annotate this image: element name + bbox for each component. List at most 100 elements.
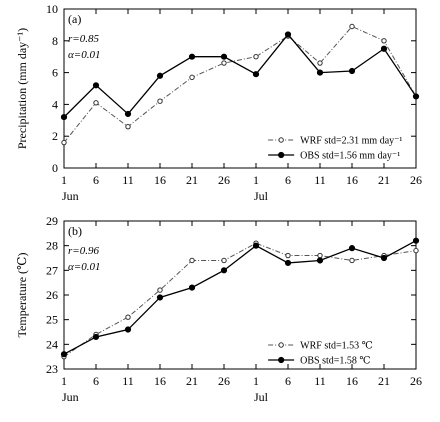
data-point-obs bbox=[380, 254, 388, 262]
x-tick-label: 16 bbox=[154, 374, 166, 388]
data-point-obs bbox=[316, 69, 324, 76]
data-point-obs bbox=[348, 67, 356, 75]
legend-entry-wrf: WRF std=2.31 mm day⁻¹ bbox=[300, 136, 402, 147]
y-axis-label: Temperature (℃) bbox=[15, 253, 29, 338]
data-point-obs bbox=[60, 114, 68, 121]
data-point-wrf bbox=[413, 247, 419, 254]
legend-entry-wrf: WRF std=1.53 ℃ bbox=[300, 341, 373, 352]
series-line-wrf bbox=[63, 242, 417, 358]
legend-entry-obs: OBS std=1.58 ℃ bbox=[300, 356, 370, 367]
x-tick-label: 1 bbox=[253, 374, 259, 388]
x-tick-label: 16 bbox=[154, 173, 166, 187]
y-axis-label: Precipitation (mm day⁻¹) bbox=[15, 28, 29, 149]
x-tick-label: 1 bbox=[61, 374, 67, 388]
x-tick-label: 6 bbox=[93, 173, 99, 187]
data-point-wrf bbox=[317, 60, 323, 66]
data-point-wrf bbox=[189, 74, 195, 81]
y-tick-label: 4 bbox=[52, 97, 58, 111]
data-point-obs bbox=[252, 242, 260, 249]
y-tick-label: 8 bbox=[52, 34, 58, 48]
data-point-wrf bbox=[61, 139, 67, 146]
data-point-obs bbox=[156, 72, 164, 79]
data-point-obs bbox=[220, 53, 228, 60]
x-tick-label: 21 bbox=[186, 374, 198, 388]
panel-label: (b) bbox=[68, 224, 82, 238]
x-tick-label: 6 bbox=[285, 173, 291, 187]
data-point-obs bbox=[316, 257, 324, 264]
x-tick-label: 26 bbox=[410, 374, 422, 388]
data-point-wrf bbox=[317, 252, 323, 259]
y-tick-label: 6 bbox=[52, 66, 58, 80]
legend-marker-obs bbox=[278, 151, 285, 159]
significance-label: α=0.01 bbox=[68, 49, 100, 61]
significance-label: α=0.01 bbox=[68, 261, 100, 273]
month-label: Jul bbox=[254, 390, 269, 404]
data-point-wrf bbox=[253, 54, 259, 60]
correlation-label: r=0.96 bbox=[68, 245, 99, 257]
x-tick-label: 21 bbox=[378, 374, 390, 388]
data-point-wrf bbox=[125, 314, 131, 320]
data-point-obs bbox=[412, 237, 420, 244]
y-tick-label: 29 bbox=[46, 214, 58, 228]
data-point-obs bbox=[284, 259, 292, 267]
data-point-wrf bbox=[285, 252, 291, 259]
x-tick-label: 26 bbox=[218, 173, 230, 187]
data-point-wrf bbox=[189, 257, 195, 264]
data-point-wrf bbox=[381, 38, 387, 44]
data-point-obs bbox=[92, 333, 100, 341]
month-label: Jun bbox=[62, 390, 79, 404]
x-tick-label: 11 bbox=[314, 374, 326, 388]
y-tick-label: 0 bbox=[52, 161, 58, 175]
y-tick-label: 10 bbox=[46, 2, 58, 16]
x-tick-label: 11 bbox=[122, 173, 134, 187]
data-point-wrf bbox=[221, 257, 227, 264]
y-tick-label: 26 bbox=[46, 288, 58, 302]
legend-marker-wrf bbox=[278, 342, 284, 348]
data-point-obs bbox=[220, 267, 228, 274]
x-tick-label: 11 bbox=[314, 173, 326, 187]
series-line-obs bbox=[63, 33, 417, 118]
data-point-wrf bbox=[349, 257, 355, 264]
y-tick-label: 25 bbox=[46, 313, 58, 327]
x-tick-label: 21 bbox=[378, 173, 390, 187]
y-tick-label: 27 bbox=[46, 263, 58, 277]
data-point-obs bbox=[124, 326, 132, 333]
data-point-obs bbox=[156, 294, 164, 301]
month-label: Jul bbox=[254, 189, 269, 203]
x-tick-label: 1 bbox=[253, 173, 259, 187]
legend-entry-obs: OBS std=1.56 mm day⁻¹ bbox=[300, 151, 400, 162]
y-tick-label: 24 bbox=[46, 337, 58, 351]
data-point-obs bbox=[124, 110, 132, 118]
series-line-obs bbox=[63, 240, 417, 355]
x-tick-label: 11 bbox=[122, 374, 134, 388]
data-point-obs bbox=[348, 245, 356, 252]
x-tick-label: 21 bbox=[186, 173, 198, 187]
legend-marker-obs bbox=[278, 356, 285, 364]
data-point-obs bbox=[412, 93, 420, 100]
y-tick-label: 28 bbox=[46, 239, 58, 253]
x-tick-label: 26 bbox=[218, 374, 230, 388]
x-tick-label: 6 bbox=[285, 374, 291, 388]
data-point-obs bbox=[284, 31, 292, 38]
panel-label: (a) bbox=[68, 12, 81, 26]
data-point-wrf bbox=[93, 100, 99, 106]
data-point-obs bbox=[252, 71, 260, 78]
data-point-obs bbox=[380, 45, 388, 52]
data-point-wrf bbox=[157, 98, 163, 104]
x-tick-label: 16 bbox=[346, 173, 358, 187]
x-tick-label: 26 bbox=[410, 173, 422, 187]
month-label: Jun bbox=[62, 189, 79, 203]
data-point-obs bbox=[188, 284, 196, 291]
data-point-wrf bbox=[221, 60, 227, 66]
plot-frame bbox=[63, 8, 417, 169]
data-point-obs bbox=[60, 351, 68, 358]
data-point-wrf bbox=[157, 287, 163, 293]
series-line-wrf bbox=[63, 25, 417, 143]
data-point-wrf bbox=[349, 23, 355, 30]
data-point-obs bbox=[188, 53, 196, 60]
x-tick-label: 1 bbox=[61, 173, 67, 187]
x-tick-label: 6 bbox=[93, 374, 99, 388]
legend-marker-wrf bbox=[278, 137, 284, 143]
